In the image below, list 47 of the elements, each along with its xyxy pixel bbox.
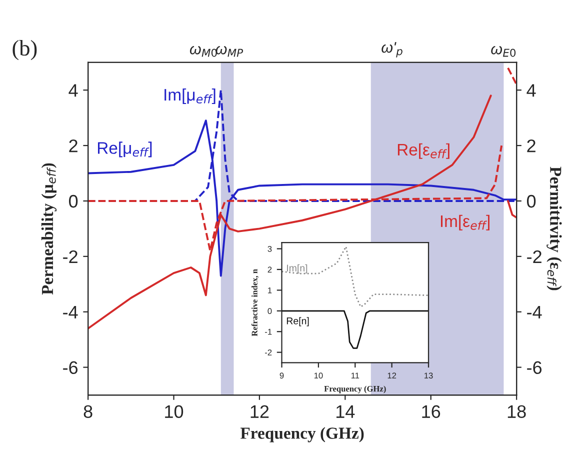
- y2-axis-title: Permittivity (ε$_{eff}$): [546, 166, 562, 290]
- series-label: Im[μ$_{eff}$]: [164, 88, 216, 104]
- x-tick-label: 9: [280, 372, 284, 379]
- series-label: Re[μ$_{eff}$]: [98, 142, 152, 158]
- x-tick-label: 14: [336, 405, 355, 418]
- y-tick-label: 0: [268, 308, 272, 314]
- x-tick-label: 12: [250, 405, 269, 418]
- y-tick-label: 1: [268, 287, 272, 294]
- x-tick-label: 16: [422, 405, 440, 418]
- y-axis-title: Permeability (μ$_{eff}$): [41, 163, 57, 295]
- y-tick-label: -6: [63, 361, 78, 374]
- y-tick-label: -2: [265, 350, 272, 356]
- y-tick-label: 4: [68, 84, 78, 97]
- x-tick-label: 10: [165, 405, 184, 418]
- x-axis-title: Frequency (GHz): [324, 386, 386, 394]
- y-tick-label: 3: [268, 246, 272, 252]
- y-tick-label: -4: [63, 306, 78, 318]
- y-tick-label: 2: [268, 266, 272, 272]
- y-tick-label: 2: [69, 139, 78, 152]
- y-axis-title: Refractive index, n: [251, 269, 259, 336]
- y2-tick-label: 2: [527, 139, 536, 152]
- text: (b): [12, 40, 37, 60]
- x-tick-label: 18: [508, 405, 526, 418]
- y-tick-label: -1: [265, 328, 272, 335]
- text: ω$_{MP}$: [216, 46, 244, 57]
- y2-tick-label: -4: [527, 306, 542, 318]
- y2-tick-label: -6: [527, 361, 542, 374]
- text: ω'$_{p}$: [382, 42, 402, 58]
- x-tick-label: 11: [351, 372, 360, 378]
- y-tick-label: 0: [68, 194, 78, 208]
- y2-tick-label: 4: [526, 84, 536, 97]
- series-label: Re[ε$_{eff}$]: [398, 143, 450, 159]
- line-series: [282, 310, 429, 349]
- line-series: [282, 246, 429, 308]
- x-tick-label: 8: [84, 405, 92, 418]
- text: ω$_{E0}$: [491, 46, 516, 57]
- series-label: Re[n]: [286, 317, 309, 326]
- y2-tick-label: 0: [526, 194, 536, 208]
- x-tick-label: 13: [424, 372, 433, 379]
- x-tick-label: 12: [388, 372, 396, 378]
- series-label: Im[n]: [287, 264, 308, 274]
- text: ω$_{M0}$: [190, 46, 217, 57]
- y2-tick-label: -2: [527, 250, 542, 263]
- series-label: Im[ε$_{eff}$]: [440, 214, 490, 230]
- y-tick-label: -2: [63, 250, 78, 263]
- x-tick-label: 10: [314, 372, 323, 379]
- x-axis-title: Frequency (GHz): [240, 427, 364, 442]
